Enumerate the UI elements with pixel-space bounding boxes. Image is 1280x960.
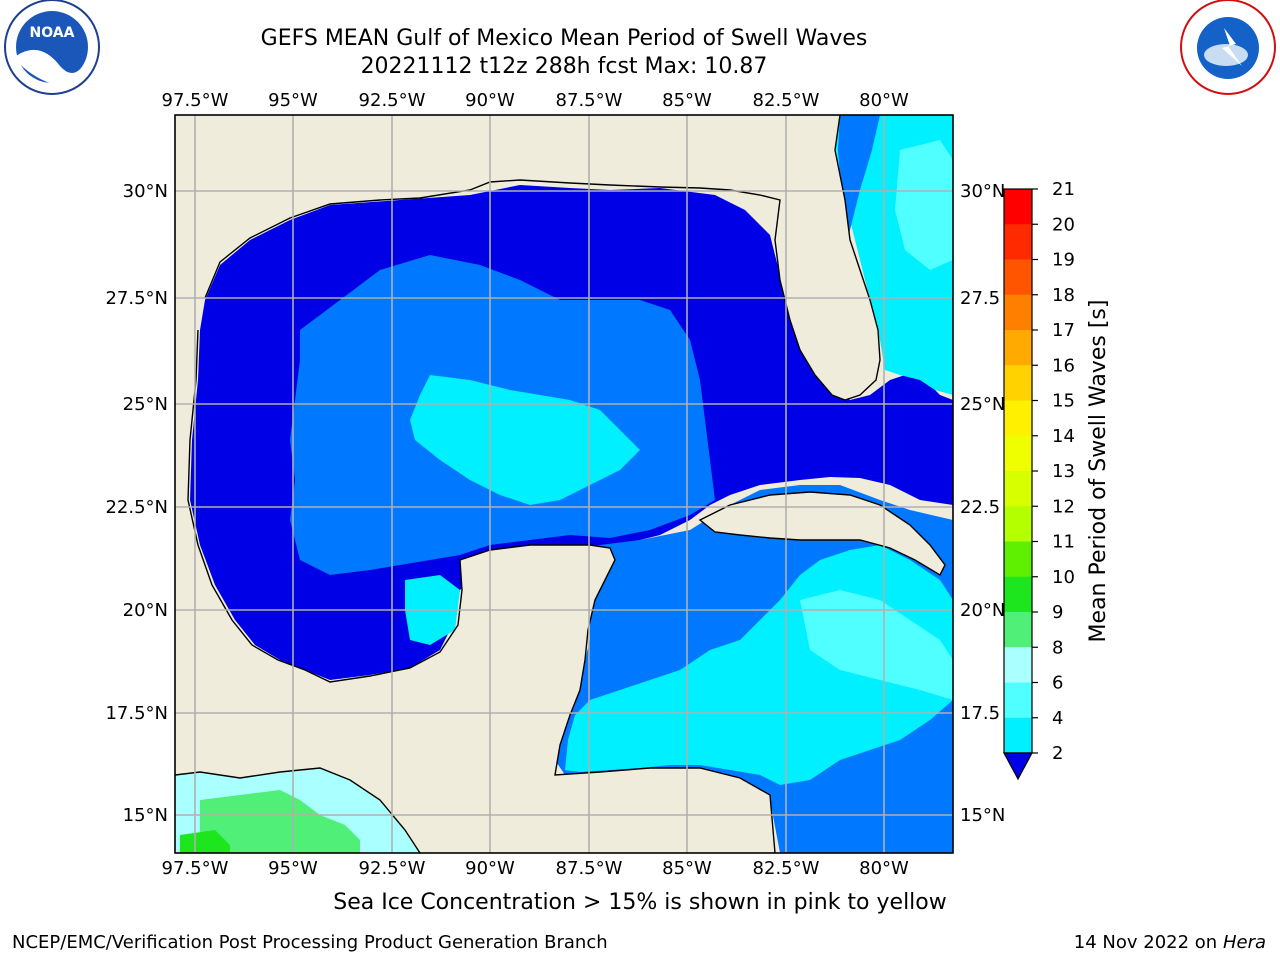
colorbar-tick-label: 6 — [1052, 673, 1063, 694]
colorbar-tick-label: 11 — [1052, 532, 1075, 553]
lon-label: 80°W — [859, 858, 909, 879]
lon-label: 95°W — [268, 90, 318, 111]
colorbar-tick-label: 4 — [1052, 708, 1063, 729]
colorbar-tick-label: 20 — [1052, 214, 1075, 235]
lon-label: 92.5°W — [359, 90, 426, 111]
lat-label: 27.5 — [960, 288, 1000, 309]
colorbar-tick-label: 16 — [1052, 355, 1075, 376]
colorbar-tick-label: 12 — [1052, 496, 1075, 517]
lat-label: 15°N — [960, 805, 1005, 826]
colorbar-tick-label: 10 — [1052, 567, 1075, 588]
colorbar-tick-label: 8 — [1052, 637, 1063, 658]
lon-label: 85°W — [662, 90, 712, 111]
lat-label: 15°N — [123, 805, 168, 826]
colorbar-tick-label: 9 — [1052, 602, 1063, 623]
colorbar-cells — [1002, 189, 1034, 781]
map-gridlines — [175, 115, 953, 853]
colorbar-tick-label: 2 — [1052, 743, 1063, 764]
colorbar-ticks: 21 20 19 18 17 16 15 14 13 12 11 10 9 8 6 4 2 — [1032, 179, 1075, 764]
colorbar-cell — [1004, 365, 1032, 401]
colorbar-tick-label: 19 — [1052, 250, 1075, 271]
colorbar-tick-label: 17 — [1052, 320, 1075, 341]
colorbar-cell — [1004, 471, 1032, 507]
lat-label: 22.5 — [960, 497, 1000, 518]
colorbar-cell — [1004, 647, 1032, 683]
colorbar-extension — [1002, 752, 1034, 781]
map-area — [174, 114, 954, 854]
lon-label: 80°W — [859, 90, 909, 111]
chart-subtitle: 20221112 t12z 288h fcst Max: 10.87 — [360, 54, 768, 79]
lat-label: 20°N — [123, 600, 168, 621]
lat-label: 17.5 — [960, 703, 1000, 724]
footer-credit: NCEP/EMC/Verification Post Processing Pr… — [12, 932, 608, 953]
lon-label: 95°W — [268, 858, 318, 879]
colorbar-cell — [1004, 294, 1032, 331]
colorbar-cell — [1004, 400, 1032, 437]
colorbar-cell — [1004, 612, 1032, 648]
lon-label: 87.5°W — [556, 90, 623, 111]
colorbar-tick-label: 13 — [1052, 461, 1075, 482]
lon-labels-top: 97.5°W 95°W 92.5°W 90°W 87.5°W 85°W 82.5… — [162, 90, 909, 111]
lon-label: 82.5°W — [753, 858, 820, 879]
lat-label: 17.5°N — [105, 703, 168, 724]
colorbar-cell — [1004, 330, 1032, 366]
lat-labels-left: 30°N 27.5°N 25°N 22.5°N 20°N 17.5°N 15°N — [105, 181, 168, 826]
lon-label: 85°W — [662, 858, 712, 879]
colorbar-cell — [1004, 506, 1032, 542]
sea-ice-note: Sea Ice Concentration > 15% is shown in … — [333, 890, 947, 915]
colorbar-tick-label: 15 — [1052, 391, 1075, 412]
lon-label: 82.5°W — [753, 90, 820, 111]
footer-machine: Hera — [1222, 932, 1266, 953]
colorbar-cell — [1004, 717, 1032, 754]
colorbar-cell — [1004, 682, 1032, 719]
colorbar-cell — [1004, 541, 1032, 578]
colorbar-cell — [1004, 576, 1032, 613]
colorbar-tick-label: 21 — [1052, 179, 1075, 200]
lon-label: 90°W — [465, 90, 515, 111]
lon-label: 97.5°W — [162, 90, 229, 111]
colorbar-cell — [1004, 259, 1032, 296]
lat-label: 22.5°N — [105, 497, 168, 518]
nws-logo — [1180, 0, 1276, 95]
noaa-logo-text: NOAA — [30, 25, 75, 41]
map-frame — [174, 114, 954, 854]
lat-label: 20°N — [960, 600, 1005, 621]
colorbar: 21 20 19 18 17 16 15 14 13 12 11 10 9 8 6 4 2 Mean Perio… — [1002, 179, 1111, 781]
lat-label: 27.5°N — [105, 288, 168, 309]
lat-label: 25°N — [960, 394, 1005, 415]
lon-label: 97.5°W — [162, 858, 229, 879]
lon-label: 87.5°W — [556, 858, 623, 879]
lon-labels-bottom: 97.5°W 95°W 92.5°W 90°W 87.5°W 85°W 82.5… — [162, 858, 909, 879]
chart-title: GEFS MEAN Gulf of Mexico Mean Period of … — [260, 26, 868, 51]
colorbar-cell — [1004, 189, 1032, 225]
colorbar-cell — [1004, 224, 1032, 260]
colorbar-tick-label: 14 — [1052, 426, 1075, 447]
noaa-logo: NOAA — [4, 0, 100, 95]
footer-date-text: 14 Nov 2022 on — [1073, 932, 1218, 953]
colorbar-cell — [1004, 435, 1032, 472]
lat-label: 30°N — [960, 181, 1005, 202]
lon-label: 92.5°W — [359, 858, 426, 879]
colorbar-label: Mean Period of Swell Waves [s] — [1086, 300, 1111, 643]
lat-label: 30°N — [123, 181, 168, 202]
footer-date: 14 Nov 2022 on Hera — [1074, 932, 1266, 953]
colorbar-tick-label: 18 — [1052, 285, 1075, 306]
lat-labels-right: 30°N 27.5 25°N 22.5 20°N 17.5 15°N — [960, 181, 1005, 826]
lon-label: 90°W — [465, 858, 515, 879]
lat-label: 25°N — [123, 394, 168, 415]
